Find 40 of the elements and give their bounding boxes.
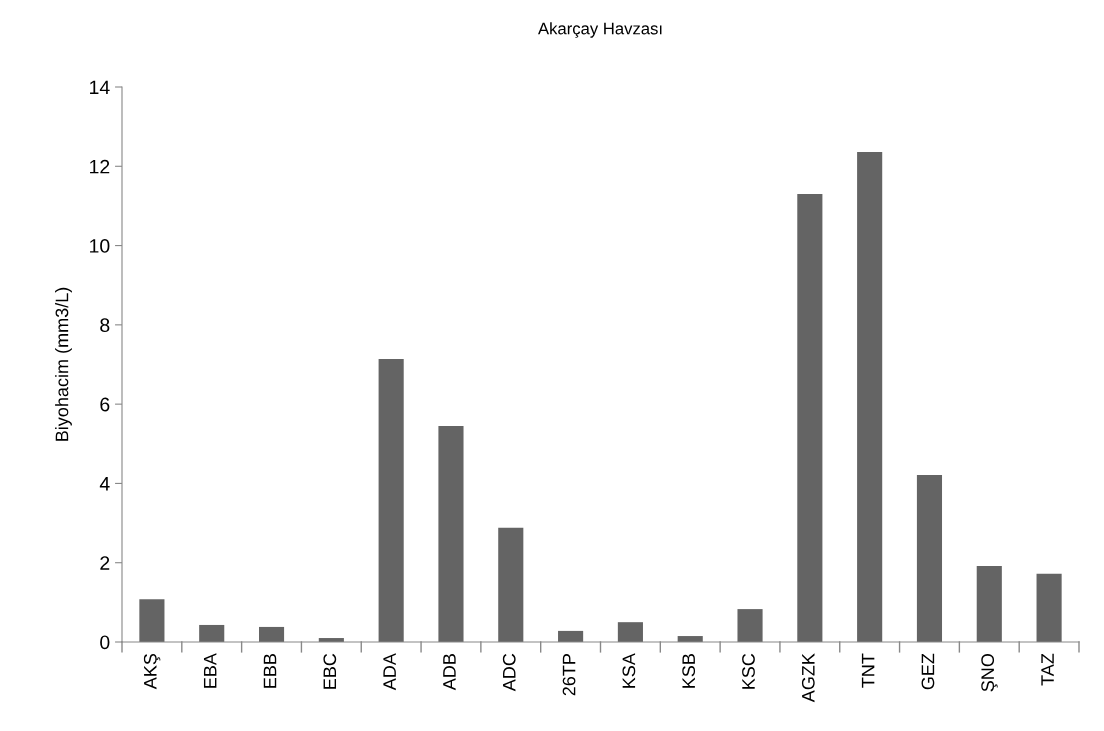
- x-tick-label: ADA: [383, 653, 396, 691]
- x-tick-label: EBB: [263, 654, 277, 688]
- y-tick-label: 8: [100, 318, 110, 333]
- bar: [737, 609, 763, 642]
- y-tick-label: 12: [90, 159, 110, 174]
- y-tick-label: 10: [90, 239, 110, 253]
- y-tick-label: 6: [100, 397, 110, 412]
- bar: [199, 624, 225, 642]
- bar: [916, 475, 943, 642]
- y-axis-title: Biyohacim (mm3/L): [55, 287, 72, 441]
- y-tick-label: 14: [90, 80, 110, 95]
- bar: [378, 358, 404, 642]
- x-tick-label: AKŞ: [143, 653, 161, 690]
- y-tick-label: 4: [99, 477, 110, 491]
- bar: [438, 425, 464, 642]
- bar: [617, 622, 643, 642]
- x-tick-label: 26TP: [562, 654, 576, 696]
- x-tick-label: EBA: [203, 653, 217, 688]
- x-tick-label: AGZK: [801, 653, 815, 703]
- bar: [558, 630, 584, 642]
- x-tick-label: ADC: [502, 653, 516, 692]
- bar: [139, 599, 165, 642]
- x-tick-label: KSC: [742, 653, 755, 689]
- x-tick-label: GEZ: [921, 653, 935, 690]
- x-tick-label: EBC: [323, 653, 337, 689]
- bar: [976, 565, 1002, 642]
- x-tick-label: ADB: [443, 654, 456, 691]
- bar: [1036, 573, 1062, 642]
- chart-title: Akarçay Havzası: [538, 22, 662, 38]
- x-tick-label: KSB: [682, 654, 696, 688]
- y-tick-label: 2: [100, 556, 110, 570]
- x-tick-label: ŞNO: [981, 653, 998, 692]
- x-tick-label: TAZ: [1041, 653, 1054, 686]
- y-tick-label: 0: [100, 635, 110, 650]
- bar: [857, 152, 883, 642]
- x-tick-label: TNT: [861, 653, 875, 688]
- x-tick-label: KSA: [622, 653, 636, 688]
- bar: [797, 194, 823, 642]
- bar: [498, 527, 524, 642]
- bar: [258, 626, 285, 642]
